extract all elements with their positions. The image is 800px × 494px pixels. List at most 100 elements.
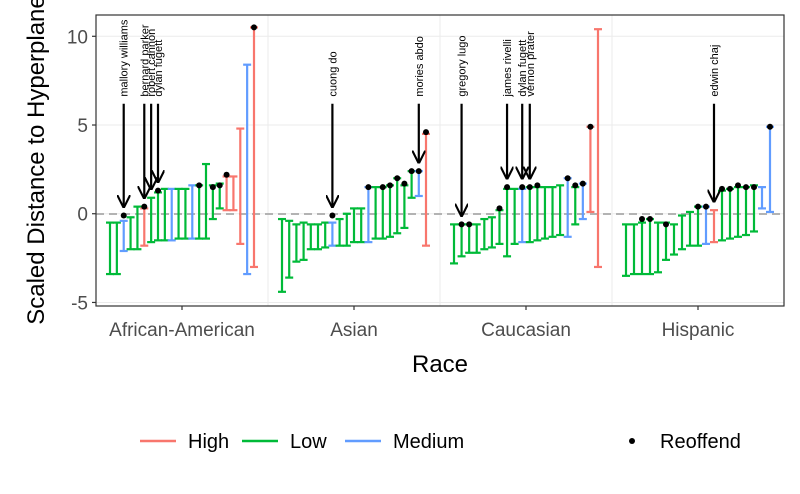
error-bar	[646, 217, 654, 276]
svg-text:Low: Low	[290, 431, 327, 453]
reoffend-point	[767, 123, 773, 130]
error-bar	[622, 223, 630, 277]
reoffend-point	[379, 184, 386, 191]
reoffend-point	[695, 203, 701, 210]
reoffend-point	[209, 184, 216, 191]
gridlines	[96, 15, 784, 306]
reoffend-point	[719, 185, 725, 192]
reoffend-point	[196, 182, 203, 189]
error-bar	[702, 205, 710, 245]
y-tick-label: 10	[67, 27, 88, 48]
reoffend-point	[387, 182, 393, 189]
error-bar	[222, 175, 231, 212]
reoffend-point	[155, 187, 161, 194]
reoffend-point	[401, 180, 408, 187]
annotation-label: dylan fugett	[153, 40, 165, 97]
error-bar	[750, 184, 758, 233]
reoffend-point	[727, 185, 733, 192]
error-bar	[160, 187, 169, 242]
error-bar	[154, 191, 162, 242]
error-bar	[563, 177, 572, 238]
svg-text:Medium: Medium	[393, 431, 464, 453]
error-bar	[556, 184, 565, 237]
error-bar	[465, 223, 474, 254]
annotation-label: vernon prater	[525, 31, 537, 97]
annotation-label: bernard parker	[139, 24, 151, 96]
legend-item: Low	[242, 431, 327, 453]
reoffend-point	[423, 129, 429, 136]
error-bar	[133, 205, 142, 251]
error-bar	[188, 184, 197, 240]
reoffend-point	[141, 203, 148, 210]
reoffend-point	[223, 171, 230, 178]
reoffend-point	[415, 168, 422, 175]
error-bar	[243, 63, 252, 276]
x-tick-label: Hispanic	[662, 320, 735, 341]
y-tick-label: 0	[77, 205, 88, 226]
error-bar	[350, 207, 358, 244]
error-bar	[510, 187, 519, 245]
error-bar	[167, 187, 176, 242]
error-bar	[654, 221, 662, 274]
error-bar	[718, 189, 726, 242]
error-bar	[678, 214, 686, 251]
error-bar	[328, 221, 337, 247]
reoffend-point	[534, 182, 541, 189]
error-bar	[236, 127, 245, 245]
plot-marks	[106, 24, 774, 293]
error-bar	[472, 223, 481, 254]
error-bar	[407, 170, 416, 199]
error-bar	[742, 186, 750, 237]
error-bar	[126, 216, 135, 251]
error-bar	[630, 223, 638, 276]
error-bar	[106, 221, 114, 276]
reoffend-point	[504, 184, 511, 191]
reoffend-point	[394, 175, 401, 182]
error-bar	[386, 184, 394, 238]
error-bar	[342, 212, 351, 247]
error-bar	[503, 187, 512, 258]
error-bar	[306, 223, 315, 251]
annotation-label: james rivelli	[502, 39, 514, 97]
reoffend-point	[466, 221, 473, 228]
error-bar	[335, 217, 344, 247]
svg-text:High: High	[188, 431, 229, 453]
error-bar	[495, 209, 504, 245]
y-tick-label: 5	[77, 116, 88, 137]
x-tick-label: Asian	[330, 320, 378, 341]
error-bar	[758, 186, 766, 210]
error-bar	[378, 186, 387, 240]
error-bar	[571, 186, 580, 226]
error-bar	[548, 186, 557, 238]
reoffend-point	[526, 184, 533, 191]
reoffend-point	[519, 184, 526, 191]
reoffend-point	[216, 182, 223, 189]
error-bar	[686, 210, 694, 247]
reoffend-point	[703, 203, 709, 210]
error-bar	[480, 217, 489, 251]
reoffend-point	[251, 24, 257, 31]
y-axis-title: Scaled Distance to Hyperplane	[23, 0, 50, 325]
error-bar	[638, 221, 646, 276]
x-tick-label: African-American	[109, 320, 255, 341]
annotation-label: mallory williams	[119, 19, 131, 97]
error-bar	[181, 187, 190, 240]
annotation-label: robert cannon	[146, 29, 158, 97]
error-bar	[766, 125, 774, 214]
legend-item-reoffend: Reoffend	[629, 431, 741, 453]
plot-panel-border	[95, 14, 785, 307]
error-bar	[414, 170, 423, 198]
error-bar	[393, 177, 402, 235]
reoffend-point	[639, 216, 645, 223]
error-bar	[457, 223, 466, 258]
error-bar	[321, 221, 330, 249]
error-bar	[195, 184, 204, 240]
error-bar	[586, 125, 595, 214]
error-bar	[112, 221, 121, 276]
error-bar	[278, 217, 286, 293]
error-bar	[734, 186, 742, 238]
y-tick-label: -5	[71, 293, 88, 314]
error-bar	[314, 223, 322, 251]
